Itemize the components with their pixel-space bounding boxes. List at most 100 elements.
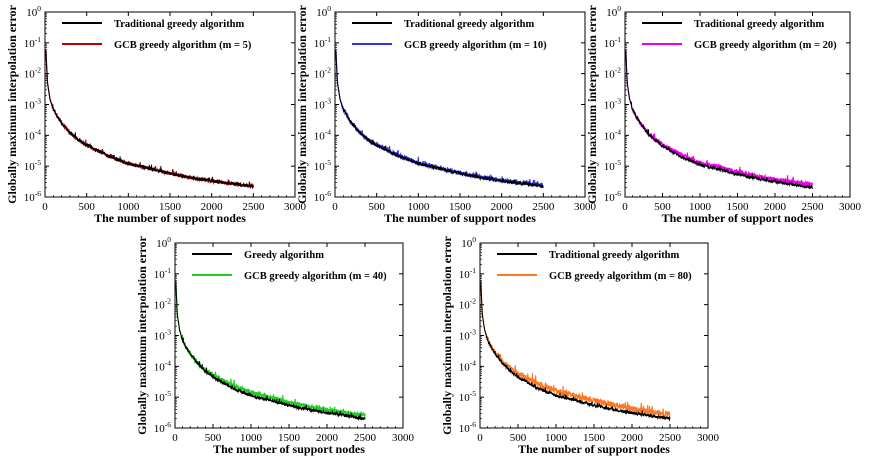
legend: Traditional greedy algorithm GCB greedy a… (352, 19, 547, 51)
chart-panel-4: 0 500 1000 1500 2000 2500 3000 100 10-1 10-2 10-3 1… (135, 235, 415, 456)
x-tick-label: 1000 (117, 201, 140, 213)
y-tick-label: 10-4 (24, 127, 41, 142)
legend: Traditional greedy algorithm GCB greedy a… (62, 19, 252, 51)
y-tick-label: 10-2 (24, 66, 41, 81)
x-tick-label: 0 (42, 201, 48, 213)
legend-label: Greedy algorithm (244, 250, 324, 261)
x-tick-label: 2500 (354, 432, 377, 444)
legend: Traditional greedy algorithm GCB greedy a… (497, 250, 692, 282)
x-axis-title: The number of support nodes (213, 442, 365, 456)
x-tick-label: 500 (205, 432, 222, 444)
x-tick-label: 1500 (583, 432, 606, 444)
series-line-gcb (480, 280, 671, 419)
y-tick-label: 10-4 (154, 358, 171, 373)
x-tick-label: 2000 (491, 201, 514, 213)
legend-label: Traditional greedy algorithm (404, 19, 535, 30)
y-tick-label: 10-5 (154, 389, 171, 404)
x-tick-label: 500 (368, 201, 385, 213)
y-tick-label: 10-6 (314, 189, 331, 204)
legend-label: GCB greedy algorithm (m = 40) (244, 271, 387, 282)
legend-label: GCB greedy algorithm (m = 5) (114, 40, 252, 51)
x-tick-label: 1500 (449, 201, 472, 213)
series-line-gcb (175, 280, 366, 419)
y-tick-label: 10-6 (154, 420, 171, 435)
y-tick-label: 100 (26, 4, 41, 19)
x-tick-label: 3000 (574, 201, 597, 213)
x-axis-title: The number of support nodes (518, 442, 670, 456)
x-tick-label: 3000 (839, 201, 862, 213)
x-tick-label: 3000 (392, 432, 415, 444)
y-tick-label: 10-3 (24, 97, 41, 112)
y-tick-label: 10-4 (314, 127, 331, 142)
x-tick-label: 2500 (242, 201, 265, 213)
x-tick-label: 1000 (689, 201, 712, 213)
y-tick-label: 100 (461, 235, 476, 250)
y-axis-title: Globally maximum interpolation error (585, 4, 599, 203)
series-line-reference (480, 280, 671, 421)
series-line-gcb (335, 49, 544, 189)
series-line-gcb (45, 49, 254, 190)
y-tick-label: 10-4 (604, 127, 621, 142)
legend: Greedy algorithm GCB greedy algorithm (m … (192, 250, 387, 282)
y-tick-label: 10-1 (604, 35, 621, 50)
x-tick-label: 1500 (278, 432, 301, 444)
x-axis-title: The number of support nodes (94, 211, 246, 225)
x-tick-label: 1000 (545, 432, 568, 444)
x-tick-label: 2000 (316, 432, 339, 444)
chart-panel-1: 0 500 1000 1500 2000 2500 3000 100 10-1 10-2 10-3 1… (5, 4, 307, 225)
y-tick-label: 10-4 (459, 358, 476, 373)
x-tick-label: 1500 (727, 201, 750, 213)
series-line-reference (335, 49, 544, 189)
legend-label: GCB greedy algorithm (m = 10) (404, 40, 547, 51)
x-tick-label: 1000 (407, 201, 430, 213)
chart-panel-2: 0 500 1000 1500 2000 2500 3000 100 10-1 10-2 10-3 1… (295, 4, 597, 225)
y-tick-label: 10-2 (604, 66, 621, 81)
y-axis-title: Globally maximum interpolation error (295, 4, 309, 203)
x-tick-label: 1000 (240, 432, 263, 444)
legend-label: Traditional greedy algorithm (114, 19, 245, 30)
legend: Traditional greedy algorithm GCB greedy a… (642, 19, 837, 51)
chart-panel-3: 0 500 1000 1500 2000 2500 3000 100 10-1 10-2 10-3 1… (585, 4, 862, 225)
y-axis-title: Globally maximum interpolation error (135, 235, 149, 434)
y-tick-label: 10-3 (154, 328, 171, 343)
y-tick-label: 10-5 (459, 389, 476, 404)
x-tick-label: 0 (477, 432, 483, 444)
y-tick-label: 10-5 (314, 158, 331, 173)
legend-label: GCB greedy algorithm (m = 80) (549, 271, 692, 282)
series-line-gcb (625, 49, 814, 188)
series-line-reference (625, 49, 813, 190)
y-tick-label: 10-6 (24, 189, 41, 204)
chart-panel-5: 0 500 1000 1500 2000 2500 3000 100 10-1 10-2 10-3 1… (440, 235, 720, 456)
x-tick-label: 500 (510, 432, 527, 444)
x-tick-label: 2500 (659, 432, 682, 444)
x-tick-label: 2500 (532, 201, 555, 213)
y-axis-title: Globally maximum interpolation error (440, 235, 454, 434)
x-tick-label: 0 (172, 432, 178, 444)
y-tick-label: 10-3 (314, 97, 331, 112)
y-tick-label: 10-6 (459, 420, 476, 435)
y-tick-label: 10-1 (24, 35, 41, 50)
y-tick-label: 10-1 (154, 266, 171, 281)
legend-label: Traditional greedy algorithm (549, 250, 680, 261)
x-tick-label: 2000 (764, 201, 787, 213)
x-tick-label: 2000 (621, 432, 644, 444)
x-tick-label: 3000 (284, 201, 307, 213)
x-tick-label: 0 (622, 201, 628, 213)
x-axis-title: The number of support nodes (384, 211, 536, 225)
x-tick-label: 3000 (697, 432, 720, 444)
y-tick-label: 10-3 (459, 328, 476, 343)
y-tick-label: 10-2 (459, 297, 476, 312)
y-tick-label: 100 (316, 4, 331, 19)
x-tick-label: 0 (332, 201, 338, 213)
y-tick-label: 10-2 (314, 66, 331, 81)
y-tick-label: 10-5 (24, 158, 41, 173)
x-tick-label: 1500 (159, 201, 182, 213)
y-tick-label: 10-5 (604, 158, 621, 173)
legend-label: Traditional greedy algorithm (694, 19, 825, 30)
x-tick-label: 2000 (201, 201, 224, 213)
y-tick-label: 10-2 (154, 297, 171, 312)
x-tick-label: 500 (654, 201, 671, 213)
y-tick-label: 10-1 (459, 266, 476, 281)
x-tick-label: 500 (78, 201, 95, 213)
